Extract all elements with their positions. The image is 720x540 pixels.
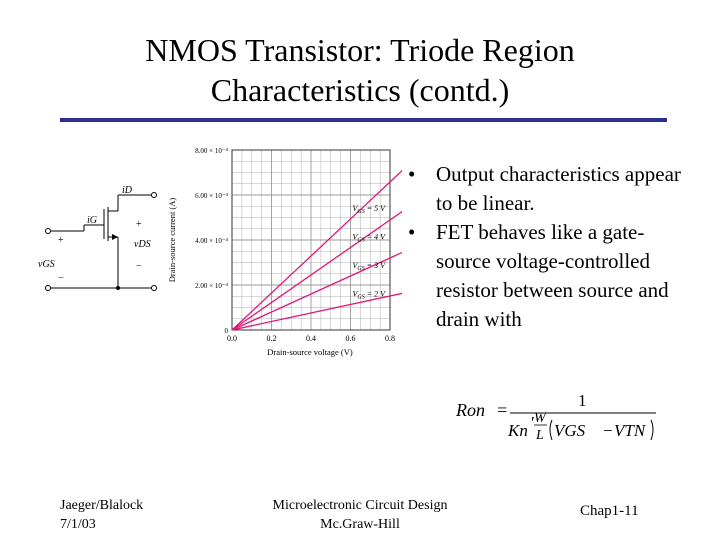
y-tick-label: 4.00 × 10⁻⁴ [195, 237, 228, 245]
x-tick-label: 0.2 [267, 334, 277, 343]
triode-characteristics-chart: 0.0 0.2 0.4 0.6 0.8 0 2.00 × 10⁻⁴ 4.00 × 10⁻⁴ 6.… [167, 147, 402, 357]
y-tick-label: 8.00 × 10⁻⁴ [195, 147, 228, 155]
y-tick-label: 0 [225, 327, 229, 335]
bullet-dot: • [408, 220, 416, 244]
footer-book-title: Microelectronic Circuit Design [272, 498, 448, 513]
circuit-vgs-plus: + [58, 235, 64, 246]
circuit-vds-plus: + [136, 219, 142, 230]
bullet-item: • FET behaves like a gate-source voltage… [408, 218, 698, 334]
title-divider [60, 118, 667, 122]
y-tick-label: 2.00 × 10⁻⁴ [195, 282, 228, 290]
series-line [231, 169, 402, 331]
formula-equals: = [496, 400, 508, 420]
x-tick-label: 0.6 [346, 334, 356, 343]
series-label: VGS = 5 V [353, 204, 387, 215]
chart-series [231, 169, 402, 331]
circuit-vgs-label: vGS [38, 259, 55, 270]
chart-grid [231, 149, 391, 331]
formula-numerator: 1 [578, 391, 587, 410]
footer-publisher: Mc.Graw-Hill [320, 517, 400, 532]
nmos-circuit-diagram: iD iG vDS vGS + − + − [38, 185, 157, 291]
footer-chapter: Chap1-11 [580, 503, 639, 519]
x-tick-label: 0.4 [306, 334, 316, 343]
footer-author-name: Jaeger/Blalock [60, 498, 144, 513]
bullet-item: • Output characteristics appear to be li… [408, 160, 698, 218]
formula-kn: Kn [507, 421, 528, 440]
plot-frame [231, 149, 391, 331]
ron-formula: Ron = 1 Kn ' W L VGS − VTN [455, 391, 656, 443]
bullet-list: • Output characteristics appear to be li… [408, 160, 698, 334]
chart-series-labels: VGS = 5 V VGS = 4 V VGS = 3 V VGS = 2 V [353, 204, 387, 301]
title-line-1: NMOS Transistor: Triode Region [145, 32, 575, 68]
bullet-text: FET behaves like a gate-source voltage-c… [436, 220, 669, 331]
formula-minus: − [602, 421, 613, 440]
chart-ticks: 0.0 0.2 0.4 0.6 0.8 0 2.00 × 10⁻⁴ 4.00 × 10⁻⁴ 6.… [195, 147, 395, 343]
circuit-vds-label: vDS [134, 239, 151, 250]
x-tick-label: 0.8 [385, 334, 395, 343]
formula-w: W [534, 411, 547, 426]
circuit-vgs-minus: − [58, 273, 64, 284]
y-tick-label: 6.00 × 10⁻⁴ [195, 192, 228, 200]
series-line [231, 210, 402, 331]
circuit-ig-label: iG [87, 215, 97, 226]
series-line [231, 251, 402, 331]
title-line-2: Characteristics (contd.) [210, 72, 510, 108]
bullet-dot: • [408, 162, 416, 186]
chart-y-axis-label: Drain-source current (A) [167, 198, 177, 283]
circuit-vds-minus: − [136, 261, 142, 272]
footer-author: Jaeger/Blalock 7/1/03 [60, 496, 143, 534]
footer-book: Microelectronic Circuit Design Mc.Graw-H… [260, 496, 460, 534]
series-label: VGS = 2 V [353, 290, 387, 301]
formula-vtn: VTN [614, 421, 647, 440]
series-label: VGS = 3 V [353, 261, 387, 272]
formula-lhs: Ron [455, 400, 485, 420]
series-line [231, 292, 402, 331]
x-tick-label: 0.0 [227, 334, 237, 343]
formula-vgs: VGS [554, 421, 586, 440]
chart-x-axis-label: Drain-source voltage (V) [267, 347, 353, 357]
circuit-id-label: iD [122, 185, 133, 196]
formula-l: L [535, 428, 544, 443]
series-label: VGS = 4 V [353, 233, 387, 244]
footer-date: 7/1/03 [60, 517, 96, 532]
formula-prime: ' [530, 413, 534, 432]
slide-title: NMOS Transistor: Triode Region Character… [60, 30, 660, 110]
bullet-text: Output characteristics appear to be line… [436, 162, 681, 215]
